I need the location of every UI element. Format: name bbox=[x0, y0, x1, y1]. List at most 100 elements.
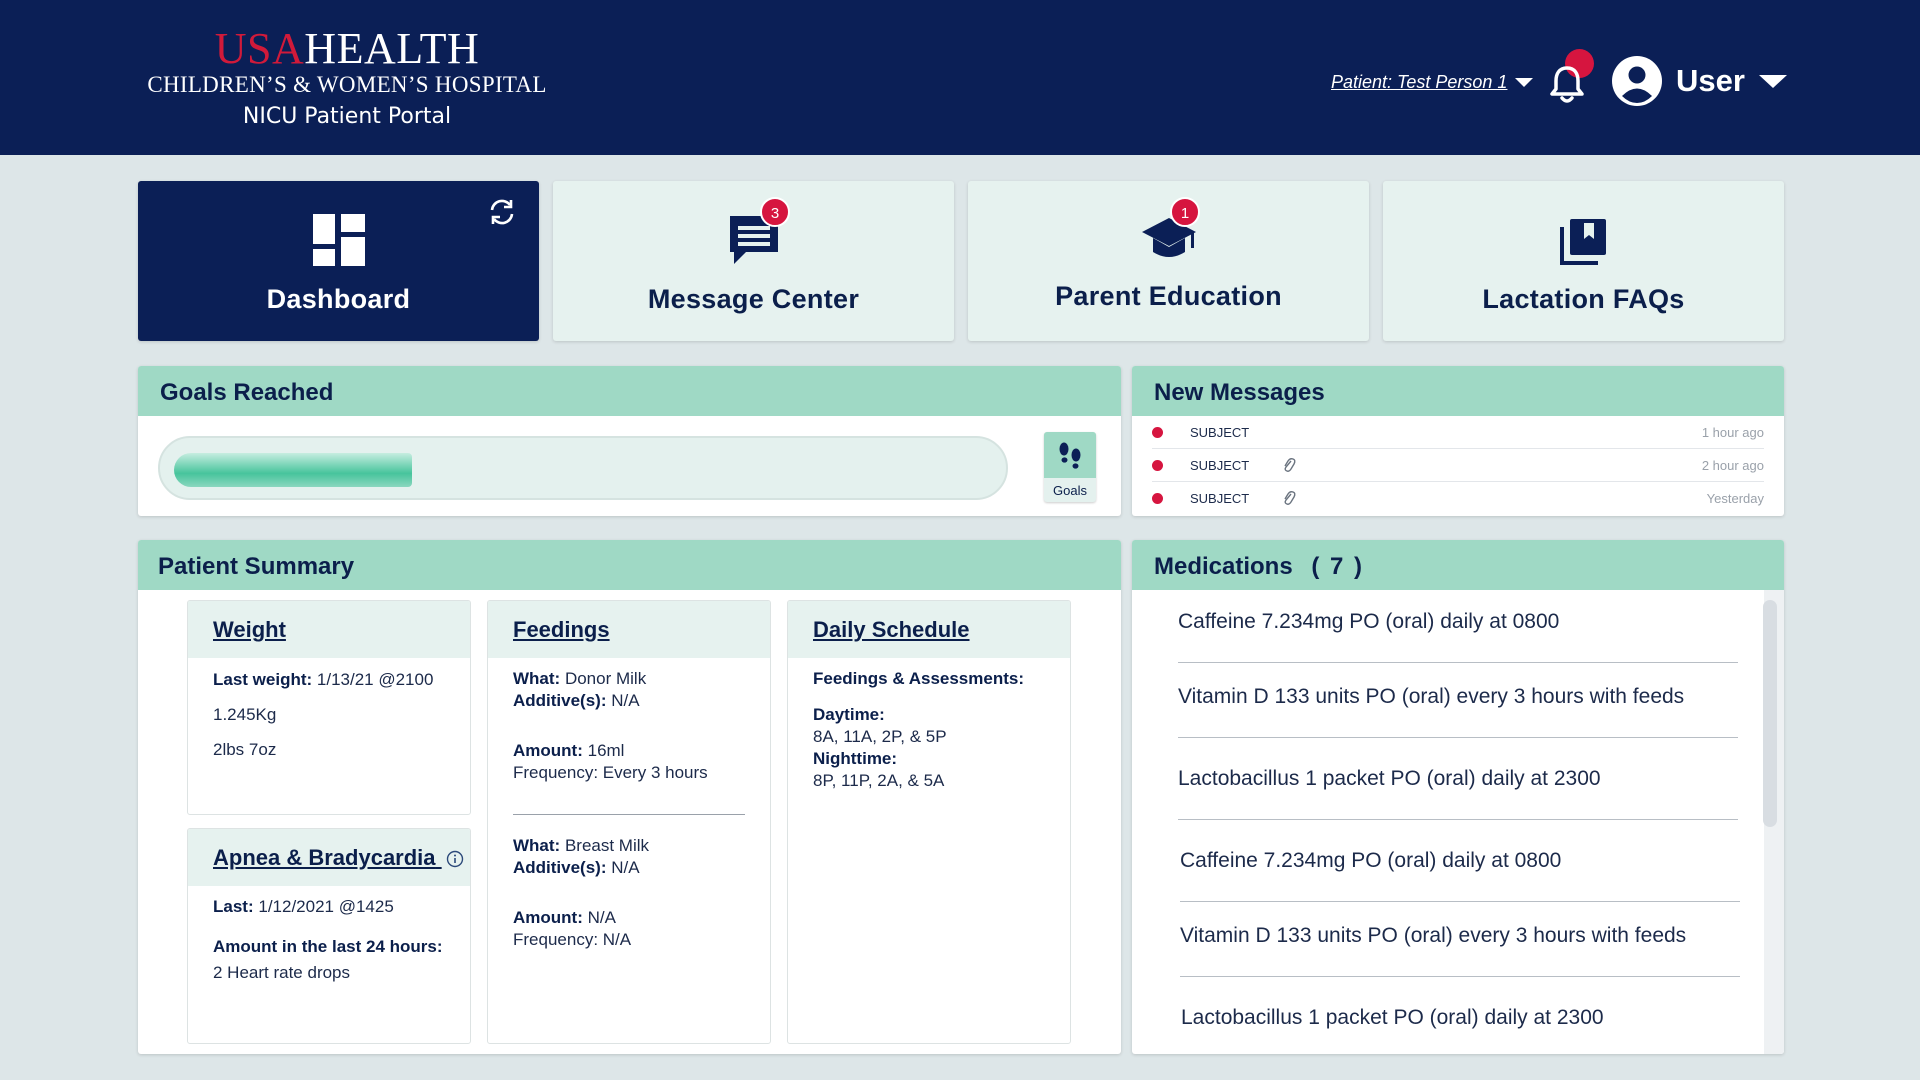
tile-label: Message Center bbox=[647, 284, 860, 314]
unread-dot bbox=[1152, 427, 1163, 438]
weight-kg: 1.245Kg bbox=[213, 705, 277, 724]
tile-message-center[interactable]: 3 Message Center bbox=[553, 181, 954, 341]
apnea-last-label: Last: bbox=[213, 897, 254, 916]
feeding-frequency: Frequency: N/A bbox=[513, 930, 632, 949]
last-weight-value: 1/13/21 @2100 bbox=[316, 670, 434, 689]
medication-item[interactable]: Vitamin D 133 units PO (oral) every 3 ho… bbox=[1180, 924, 1687, 947]
paperclip-icon bbox=[1284, 458, 1296, 472]
nighttime-times: 8P, 11P, 2A, & 5A bbox=[813, 771, 945, 790]
message-time: Yesterday bbox=[1706, 491, 1764, 506]
daytime-label: Daytime: bbox=[813, 705, 885, 724]
daytime-times: 8A, 11A, 2P, & 5P bbox=[813, 727, 947, 746]
divider bbox=[1178, 662, 1738, 663]
feedings-card: Feedings What: Donor Milk Additive(s): N… bbox=[487, 600, 771, 1044]
feeding-amount: 16ml bbox=[587, 741, 625, 760]
bell-icon[interactable] bbox=[1547, 62, 1587, 106]
medications-title: Medications bbox=[1154, 553, 1293, 580]
goals-progress-bar bbox=[158, 436, 1008, 500]
medication-item[interactable]: Lactobacillus 1 packet PO (oral) daily a… bbox=[1178, 767, 1601, 790]
message-row[interactable]: SUBJECT Yesterday bbox=[1152, 482, 1764, 515]
patient-selector-label: Patient: Test Person 1 bbox=[1331, 72, 1508, 92]
book-icon bbox=[1559, 219, 1606, 265]
unread-badge: 3 bbox=[760, 197, 790, 227]
feeding-what: Breast Milk bbox=[564, 836, 650, 855]
dashboard-grid-icon bbox=[312, 214, 365, 266]
feeding-what: Donor Milk bbox=[564, 669, 647, 688]
feeding-entry: What: Donor Milk Additive(s): N/A Amount… bbox=[513, 668, 745, 784]
last-weight-label: Last weight: bbox=[213, 670, 313, 689]
medications-scroll-thumb[interactable] bbox=[1763, 600, 1777, 827]
apnea-last-value: 1/12/2021 @1425 bbox=[258, 897, 394, 916]
medications-list[interactable]: Caffeine 7.234mg PO (oral) daily at 0800… bbox=[1132, 590, 1764, 1054]
feeding-frequency: Frequency: Every 3 hours bbox=[513, 763, 708, 782]
tile-parent-education[interactable]: 1 Parent Education bbox=[968, 181, 1369, 341]
tile-label: Lactation FAQs bbox=[1482, 284, 1685, 314]
goals-title: Goals Reached bbox=[138, 366, 1121, 416]
weight-link[interactable]: Weight bbox=[188, 601, 470, 658]
notification-dot bbox=[1565, 49, 1594, 78]
apnea-card: Apnea & Bradycardia Last: 1/12/2021 @142… bbox=[187, 828, 471, 1044]
message-time: 1 hour ago bbox=[1701, 425, 1764, 440]
medication-item[interactable]: Lactobacillus 1 packet PO (oral) daily a… bbox=[1181, 1006, 1604, 1029]
new-messages-panel: New Messages SUBJECT 1 hour ago SUBJECT … bbox=[1132, 366, 1784, 516]
feedings-link[interactable]: Feedings bbox=[488, 601, 770, 658]
paperclip-icon bbox=[1284, 491, 1296, 505]
schedule-heading: Feedings & Assessments: bbox=[813, 669, 1024, 688]
logo-usa-mark: USA bbox=[214, 24, 305, 73]
portal-name: NICU Patient Portal bbox=[242, 104, 452, 129]
apnea-amount-label: Amount in the last 24 hours: bbox=[213, 937, 443, 956]
goals-panel: Goals Reached Goals bbox=[138, 366, 1121, 516]
chevron-down-icon bbox=[1515, 78, 1534, 87]
divider bbox=[1178, 819, 1738, 820]
goals-progress-fill bbox=[174, 453, 412, 487]
tile-lactation-faqs[interactable]: Lactation FAQs bbox=[1383, 181, 1784, 341]
tile-dashboard[interactable]: Dashboard bbox=[138, 181, 539, 341]
medication-item[interactable]: Vitamin D 133 units PO (oral) every 3 ho… bbox=[1178, 685, 1685, 708]
divider bbox=[1178, 737, 1738, 738]
message-subject: SUBJECT bbox=[1190, 458, 1250, 473]
medications-panel: Medications ( 7 ) Caffeine 7.234mg PO (o… bbox=[1132, 540, 1784, 1054]
unread-dot bbox=[1152, 460, 1163, 471]
user-avatar-icon bbox=[1612, 56, 1662, 106]
new-messages-title: New Messages bbox=[1132, 366, 1784, 416]
weight-lbs: 2lbs 7oz bbox=[213, 740, 277, 759]
hospital-logo[interactable]: USAHEALTH CHILDREN’S & WOMEN’S HOSPITAL … bbox=[137, 26, 557, 134]
info-icon[interactable] bbox=[446, 850, 464, 868]
apnea-link[interactable]: Apnea & Bradycardia bbox=[213, 845, 436, 870]
goals-button[interactable]: Goals bbox=[1044, 432, 1096, 502]
patient-summary-panel: Patient Summary Weight Last weight: 1/13… bbox=[138, 540, 1121, 1054]
unread-dot bbox=[1152, 493, 1163, 504]
nighttime-label: Nighttime: bbox=[813, 749, 898, 768]
message-subject: SUBJECT bbox=[1190, 491, 1250, 506]
patient-summary-title: Patient Summary bbox=[138, 540, 1121, 590]
goals-button-label: Goals bbox=[1053, 483, 1087, 498]
feeding-amount: N/A bbox=[587, 908, 616, 927]
logo-hospital-text: CHILDREN’S & WOMEN’S HOSPITAL bbox=[147, 72, 547, 97]
chevron-down-icon bbox=[1758, 74, 1787, 88]
feeding-additive: N/A bbox=[611, 858, 640, 877]
logo-health-text: HEALTH bbox=[304, 24, 480, 73]
schedule-link[interactable]: Daily Schedule bbox=[788, 601, 1070, 658]
medication-item[interactable]: Caffeine 7.234mg PO (oral) daily at 0800 bbox=[1178, 610, 1560, 633]
user-menu[interactable]: User bbox=[1612, 56, 1787, 106]
chat-icon bbox=[729, 216, 778, 264]
patient-selector[interactable]: Patient: Test Person 1 bbox=[1331, 72, 1534, 93]
unread-badge: 1 bbox=[1170, 197, 1200, 227]
user-label: User bbox=[1676, 63, 1745, 98]
message-subject: SUBJECT bbox=[1190, 425, 1250, 440]
message-time: 2 hour ago bbox=[1701, 458, 1764, 473]
feeding-additive: N/A bbox=[611, 691, 640, 710]
medications-count: ( 7 ) bbox=[1311, 553, 1365, 580]
medication-item[interactable]: Caffeine 7.234mg PO (oral) daily at 0800 bbox=[1180, 849, 1562, 872]
feeding-entry: What: Breast Milk Additive(s): N/A Amoun… bbox=[513, 835, 745, 951]
tile-label: Parent Education bbox=[1055, 281, 1282, 311]
apnea-amount-value: 2 Heart rate drops bbox=[213, 963, 351, 982]
schedule-card: Daily Schedule Feedings & Assessments: D… bbox=[787, 600, 1071, 1044]
footprints-icon bbox=[1059, 442, 1081, 469]
weight-card: Weight Last weight: 1/13/21 @2100 1.245K… bbox=[187, 600, 471, 815]
message-row[interactable]: SUBJECT 2 hour ago bbox=[1152, 449, 1764, 482]
top-header: USAHEALTH CHILDREN’S & WOMEN’S HOSPITAL … bbox=[0, 0, 1920, 155]
message-row[interactable]: SUBJECT 1 hour ago bbox=[1152, 416, 1764, 449]
divider bbox=[1180, 901, 1740, 902]
refresh-icon[interactable] bbox=[487, 197, 517, 227]
